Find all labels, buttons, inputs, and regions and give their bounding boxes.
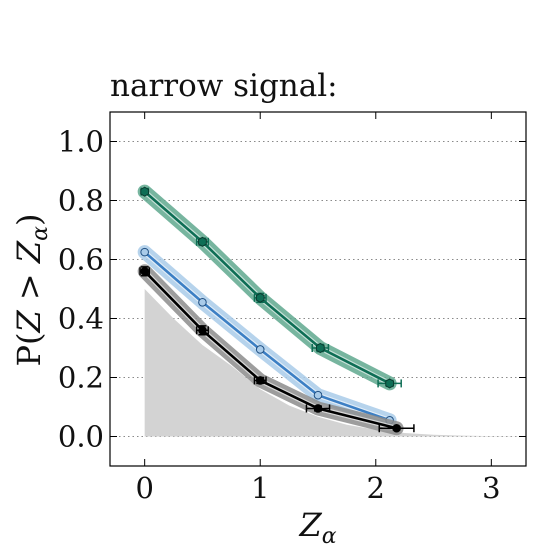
- y-tick-label: 0.8: [58, 184, 104, 218]
- data-point: [198, 297, 207, 307]
- plot-area: 0 1 2 3 0.0 0.2 0.4 0.6 0.8 1.0: [58, 111, 527, 505]
- plot-inner: [110, 141, 526, 437]
- y-tick-label: 0.2: [58, 361, 104, 395]
- y-axis-label: P(Z > Zα): [10, 214, 53, 367]
- y-tick-label: 0.4: [58, 302, 104, 336]
- chart-title: narrow signal:: [110, 68, 338, 104]
- data-point: [198, 236, 207, 247]
- data-point: [313, 404, 323, 413]
- y-tick-label: 0.6: [58, 243, 104, 277]
- series-1: [137, 245, 397, 428]
- y-tick-label: 1.0: [58, 125, 104, 159]
- y-tick-label: 0.0: [58, 420, 104, 454]
- data-point: [140, 267, 149, 276]
- data-point: [385, 378, 395, 389]
- x-tick-label: 3: [482, 471, 500, 505]
- data-point: [315, 342, 325, 354]
- data-point: [140, 247, 149, 257]
- x-axis-label: Zα: [298, 506, 336, 548]
- data-point: [255, 345, 265, 354]
- series-0: [137, 184, 402, 391]
- data-point: [140, 186, 150, 197]
- x-tick-label: 0: [135, 471, 153, 505]
- reference-distribution-area: [144, 289, 526, 437]
- x-tick-label: 2: [367, 471, 385, 505]
- axes-frame: [109, 111, 527, 467]
- data-point: [198, 326, 207, 335]
- series-2: [137, 264, 415, 436]
- data-point: [255, 376, 265, 385]
- data-point: [392, 423, 401, 433]
- data-point: [255, 292, 265, 303]
- x-tick-label: 1: [251, 471, 269, 505]
- data-point: [313, 390, 323, 400]
